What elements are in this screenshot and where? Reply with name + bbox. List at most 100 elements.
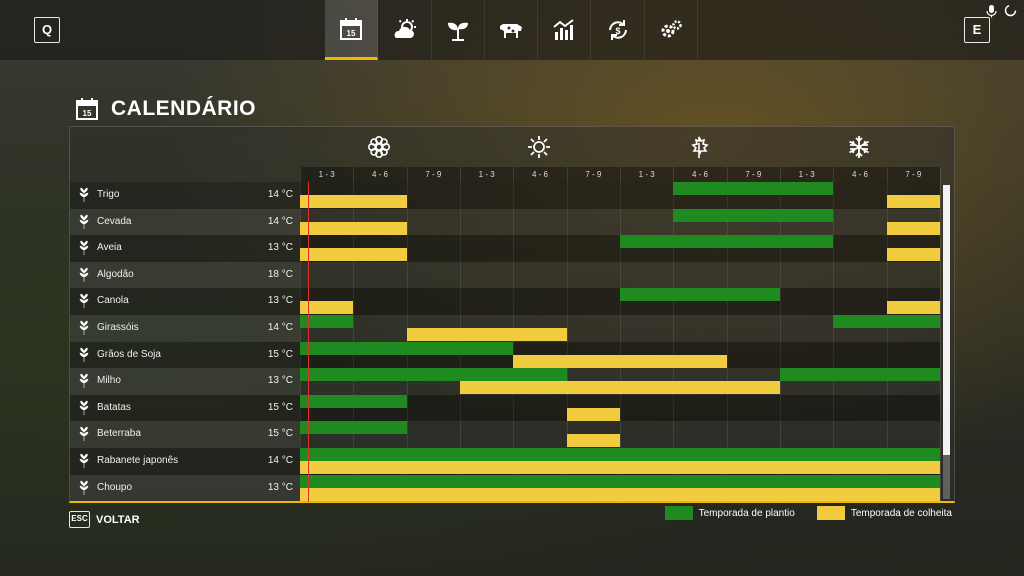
planting-season-bar: [620, 288, 780, 302]
period-label: 7 - 9: [905, 170, 922, 179]
oat-icon: [76, 240, 92, 256]
crop-row[interactable]: Aveia 13 °C: [70, 235, 940, 262]
back-button[interactable]: ESC VOLTAR: [69, 511, 140, 528]
tab-animals[interactable]: [485, 0, 539, 60]
cow-icon: [500, 24, 523, 38]
crop-name: Milho: [97, 375, 121, 387]
harvest-season-bar: [300, 195, 407, 208]
crop-row[interactable]: Rabanete japonês 14 °C: [70, 448, 940, 475]
crop-temperature: 14 °C: [267, 455, 293, 466]
harvest-season-bar: [300, 461, 940, 474]
crop-name: Batatas: [97, 401, 131, 413]
crop-row[interactable]: Trigo 14 °C: [70, 182, 940, 209]
calendar-panel: 1 - 3 4 - 6 7 - 9 1 - 3 4 - 6 7 - 9 1 - 3 4 - 6…: [69, 126, 955, 503]
crop-row[interactable]: Batatas 15 °C: [70, 394, 940, 422]
crop-timeline: [300, 474, 940, 502]
esc-key: ESC: [69, 511, 90, 528]
crop-temperature: 13 °C: [267, 295, 293, 307]
weather-icon: [395, 19, 417, 38]
harvest-season-bar: [566, 434, 620, 448]
crop-row[interactable]: Beterraba 15 °C: [70, 421, 940, 448]
planting-season-bar: [300, 394, 407, 408]
crop-name: Aveia: [97, 242, 122, 254]
crop-temperature: 13 °C: [267, 481, 293, 493]
crop-timeline: [300, 288, 940, 315]
page-header: 15 CALENDÁRIO: [75, 97, 256, 121]
tab-crops[interactable]: [432, 0, 485, 60]
harvest-season-bar: [300, 301, 354, 315]
crop-name: Beterraba: [97, 428, 141, 440]
legend-harvest-swatch: [816, 506, 845, 520]
harvest-season-bar: [886, 195, 940, 208]
crop-temperature: 15 °C: [267, 348, 293, 360]
spring-flower-icon: [367, 135, 391, 159]
crop-timeline: [300, 261, 940, 289]
wheat-icon: [76, 187, 92, 203]
crop-row[interactable]: Grãos de Soja 15 °C: [70, 341, 940, 369]
harvest-season-bar: [300, 248, 407, 262]
planting-season-bar: [300, 368, 567, 382]
crop-row[interactable]: Cevada 14 °C: [70, 208, 940, 236]
crop-row[interactable]: Milho 13 °C: [70, 368, 940, 395]
next-page-key[interactable]: E: [964, 17, 990, 43]
column-divider: [620, 167, 621, 502]
calendar-icon-day: 15: [347, 29, 356, 38]
period-label: 4 - 6: [691, 170, 708, 179]
crop-temperature: 18 °C: [267, 268, 293, 280]
period-label: 7 - 9: [585, 170, 602, 179]
harvest-season-bar: [406, 328, 567, 341]
column-divider: [566, 167, 568, 502]
tab-calendar[interactable]: 15: [325, 0, 379, 60]
scrollbar-thumb[interactable]: [943, 185, 950, 455]
loading-icon: [1003, 3, 1018, 18]
crop-timeline: [300, 315, 940, 342]
crop-name: Choupo: [97, 481, 133, 493]
poplar-icon: [76, 480, 92, 496]
svg-text:$: $: [615, 26, 620, 36]
period-header: 1 - 3 4 - 6 7 - 9 1 - 3 4 - 6 7 - 9 1 - 3 4 - 6…: [300, 167, 940, 182]
crop-temperature: 15 °C: [267, 401, 293, 413]
crop-name: Trigo: [97, 189, 120, 200]
calendar-icon: 15: [76, 98, 98, 120]
period-label: 1 - 3: [318, 170, 335, 179]
crop-name: Cevada: [97, 215, 132, 227]
crop-row[interactable]: Canola 13 °C: [70, 288, 940, 315]
back-label: VOLTAR: [96, 513, 140, 526]
harvest-season-bar: [886, 301, 940, 315]
tab-weather[interactable]: [378, 0, 432, 60]
top-menu-bar: Q 15: [0, 0, 1024, 60]
planting-season-bar: [620, 235, 834, 249]
system-status: [984, 3, 1018, 18]
planting-season-bar: [673, 182, 834, 195]
planting-season-bar: [300, 315, 354, 328]
column-divider: [886, 167, 888, 502]
legend-harvest-label: Temporada de colheita: [850, 507, 952, 519]
plant-icon: [447, 22, 468, 41]
period-label: 4 - 6: [851, 170, 868, 179]
season-header: [300, 127, 940, 167]
soybean-icon: [76, 347, 92, 363]
crop-row[interactable]: Algodão 18 °C: [70, 261, 940, 289]
harvest-season-bar: [886, 248, 940, 262]
prev-page-key[interactable]: Q: [34, 17, 60, 43]
column-divider: [300, 167, 301, 502]
crop-row[interactable]: Choupo 13 °C: [70, 474, 940, 502]
page-title: CALENDÁRIO: [111, 97, 256, 120]
canola-icon: [76, 293, 92, 309]
column-divider: [353, 167, 355, 502]
tab-settings[interactable]: [645, 0, 699, 60]
crop-timeline: [300, 341, 940, 369]
crop-row[interactable]: Girassóis 14 °C: [70, 315, 940, 342]
sunflower-icon: [76, 320, 92, 336]
tab-finances[interactable]: $: [591, 0, 645, 60]
legend-plant-label: Temporada de plantio: [698, 507, 795, 519]
column-divider: [780, 167, 781, 502]
period-label: 7 - 9: [745, 170, 762, 179]
column-divider: [833, 167, 835, 502]
calendar-icon-day: 15: [83, 109, 92, 118]
finance-icon: $: [608, 20, 627, 40]
tab-statistics[interactable]: [538, 0, 592, 60]
planting-season-bar: [300, 474, 940, 488]
harvest-season-bar: [513, 354, 727, 368]
potato-icon: [76, 400, 92, 416]
